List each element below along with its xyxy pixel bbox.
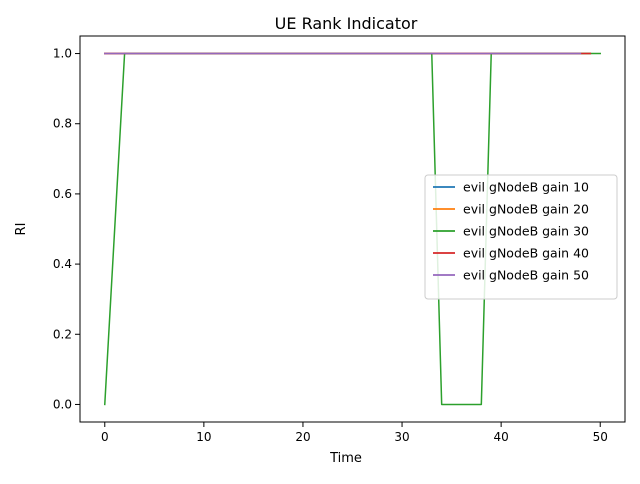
y-tick-label: 0.8 — [53, 117, 72, 131]
y-tick-label: 0.4 — [53, 257, 72, 271]
legend-label-2: evil gNodeB gain 20 — [463, 202, 589, 217]
y-tick-label: 0.6 — [53, 187, 72, 201]
legend: evil gNodeB gain 10 evil gNodeB gain 20 ev… — [424, 174, 618, 300]
y-tick-label: 1.0 — [53, 47, 72, 61]
x-tick-label: 40 — [493, 430, 508, 444]
plot-frame — [79, 35, 626, 423]
legend-label-3: evil gNodeB gain 30 — [463, 224, 589, 239]
legend-label-1: evil gNodeB gain 10 — [463, 180, 589, 195]
x-tick-label: 0 — [101, 430, 109, 444]
x-axis-label: Time — [329, 451, 362, 466]
y-axis-label: RI — [14, 223, 29, 236]
plot-area — [79, 35, 626, 423]
legend-label-4: evil gNodeB gain 40 — [463, 246, 589, 261]
x-tick-label: 50 — [593, 430, 608, 444]
legend-label-5: evil gNodeB gain 50 — [463, 268, 589, 283]
y-axis: 0.0 0.2 0.4 0.6 0.8 1.0 — [53, 47, 80, 411]
x-tick-label: 10 — [196, 430, 211, 444]
chart-title: UE Rank Indicator — [275, 14, 418, 33]
x-tick-label: 20 — [295, 430, 310, 444]
x-axis: 0 10 20 30 40 50 — [101, 422, 608, 444]
y-tick-label: 0.2 — [53, 327, 72, 341]
y-tick-label: 0.0 — [53, 397, 72, 411]
x-tick-label: 30 — [394, 430, 409, 444]
series-layer — [103, 52, 601, 406]
legend-box — [424, 174, 618, 300]
